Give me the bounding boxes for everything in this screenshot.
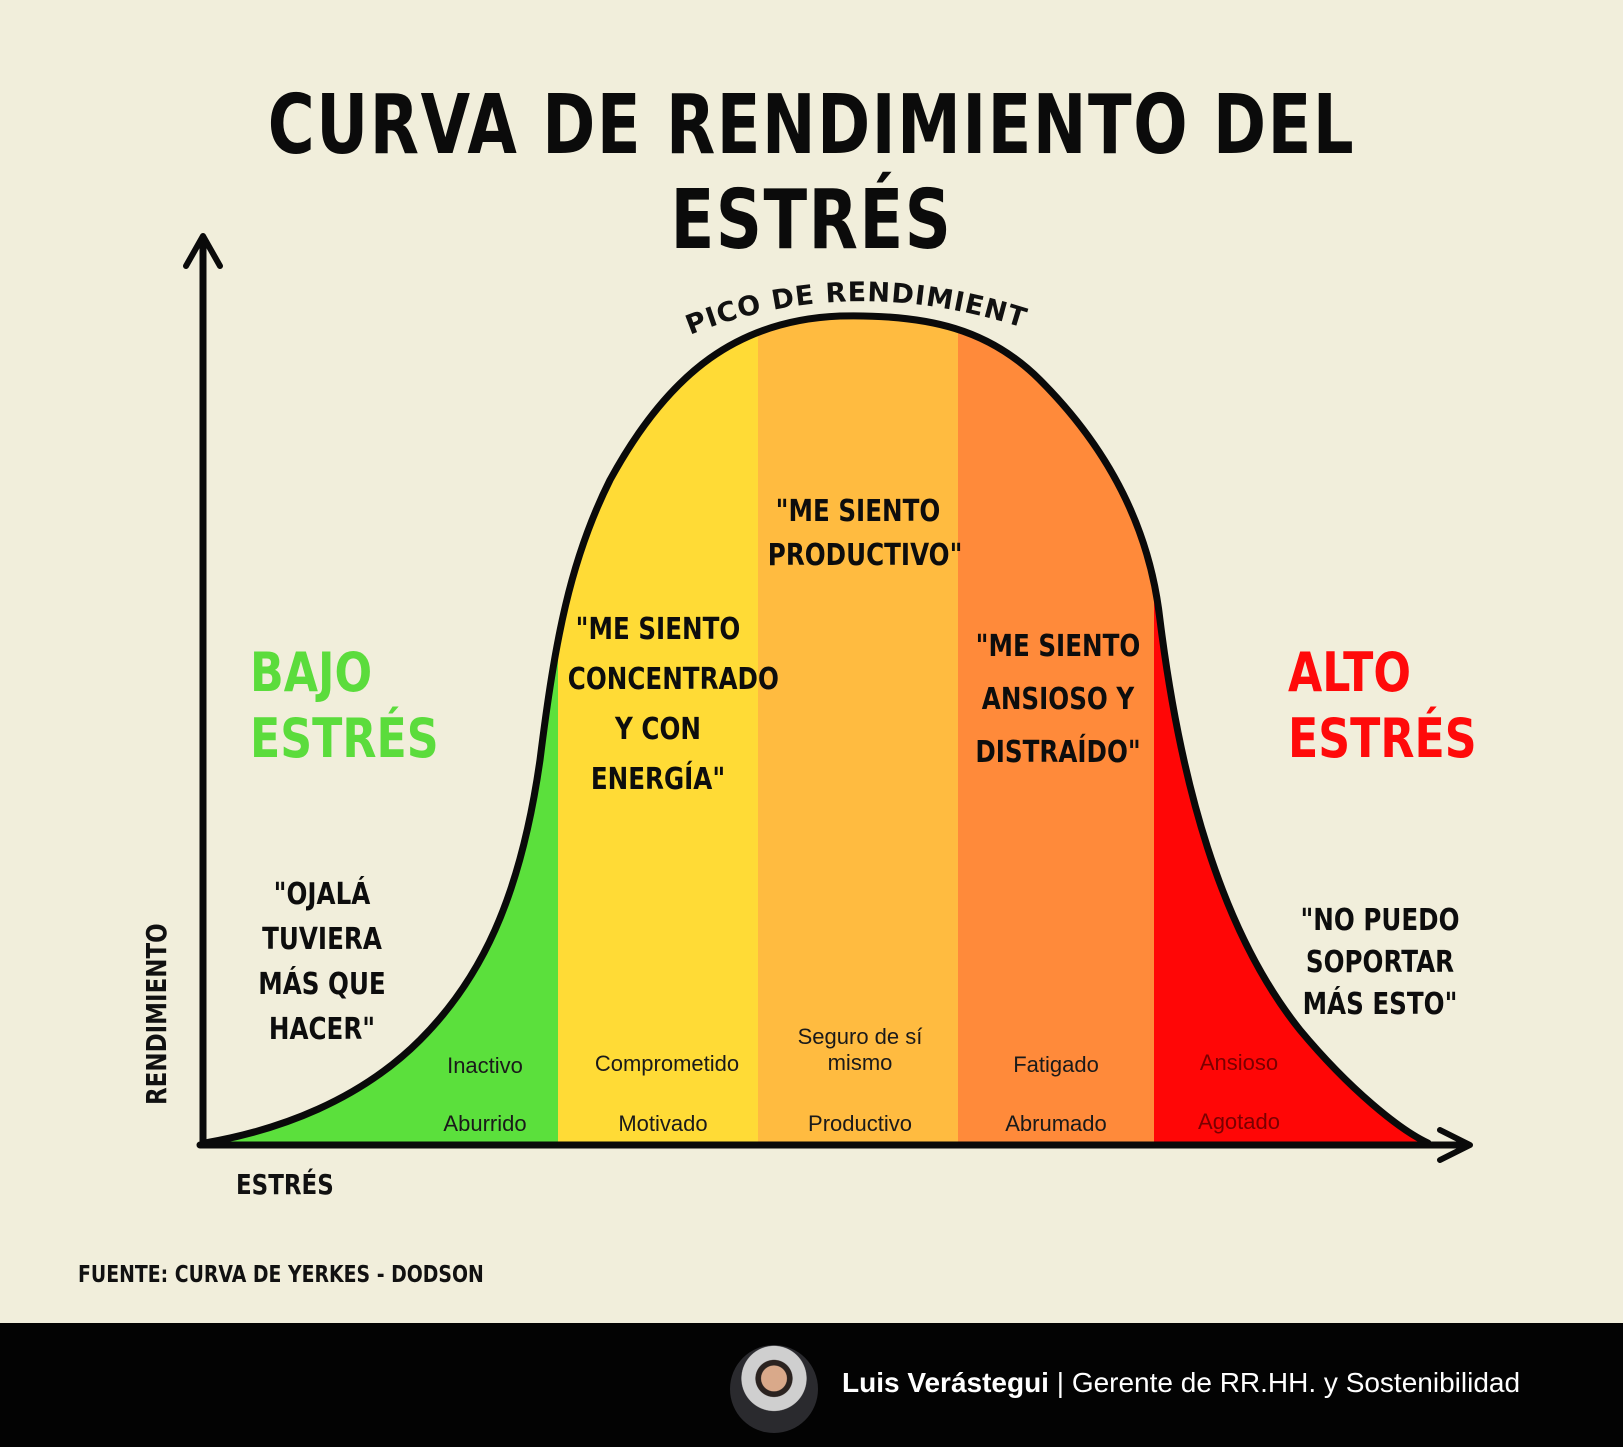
author-avatar [730,1345,818,1433]
performance-curve [201,312,1432,1147]
y-axis-arrow-icon [183,233,223,269]
low-stress-label: BAJO ESTRÉS [250,641,439,770]
quote-low-stress: "OJALÁ TUVIERA MÁS QUE HACER" [258,877,386,1047]
state-abrumado: Abrumado [1005,1111,1107,1136]
quote-high-stress: "NO PUEDO SOPORTAR MÁS ESTO" [1300,903,1460,1022]
state-seguro: Seguro de sí mismo [797,1024,923,1075]
state-aburrido: Aburrido [443,1111,527,1136]
band-amber [758,315,960,1144]
state-fatigado: Fatigado [1013,1052,1099,1077]
author-credit: Luis Verástegui | Gerente de RR.HH. y So… [842,1367,1520,1399]
state-inactivo: Inactivo [447,1053,523,1078]
high-stress-label: ALTO ESTRÉS [1288,641,1477,770]
svg-text:PICO DE RENDIMIENTO: PICO DE RENDIMIENTO [0,0,1031,341]
state-productivo: Productivo [808,1111,912,1136]
author-name: Luis Verástegui [842,1367,1049,1398]
author-role: Gerente de RR.HH. y Sostenibilidad [1071,1367,1521,1398]
state-ansioso: Ansioso [1199,1050,1279,1075]
x-axis-arrow-icon [1437,1127,1473,1163]
state-comprometido: Comprometido [594,1051,740,1076]
x-axis-label: ESTRÉS [236,1168,334,1201]
page-title: CURVA DE RENDIMIENTO DEL ESTRÉS [267,78,1356,268]
state-motivado: Motivado [618,1111,708,1136]
author-footer: Luis Verástegui | Gerente de RR.HH. y So… [0,1323,1623,1447]
quote-concentrated: "ME SIENTO CONCENTRADO Y CON ENERGÍA" [567,612,779,797]
peak-label: PICO DE RENDIMIENTO [0,0,1030,341]
source-note: FUENTE: CURVA DE YERKES - DODSON [78,1262,484,1288]
author-separator: | [1048,1367,1072,1398]
state-agotado: Agotado [1198,1109,1280,1134]
y-axis-label: RENDIMIENTO [140,923,173,1105]
quote-productive: "ME SIENTO PRODUCTIVO" [767,494,963,573]
quote-anxious: "ME SIENTO ANSIOSO Y DISTRAÍDO" [975,629,1141,770]
